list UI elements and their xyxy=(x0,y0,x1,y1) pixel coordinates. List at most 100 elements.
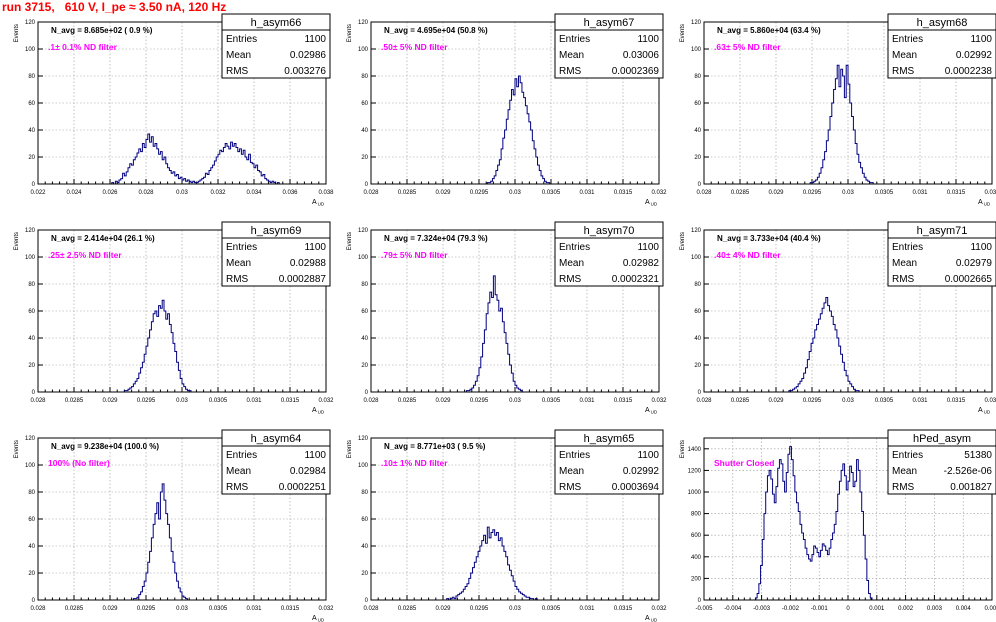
x-axis-label: AUD xyxy=(645,199,658,207)
y-axis-label: Events xyxy=(347,440,353,458)
y-tick-label: 100 xyxy=(25,47,36,53)
x-tick-label: 0.026 xyxy=(102,190,118,196)
x-tick-label: 0.028 xyxy=(363,398,379,404)
x-tick-label: 0.0305 xyxy=(542,606,561,612)
run-title: run 3715, 610 V, I_pe ≈ 3.50 nA, 120 Hz xyxy=(2,0,227,14)
histogram-series-h_asym66 xyxy=(38,133,326,185)
x-tick-label: 0.0315 xyxy=(614,606,633,612)
stat-key: Mean xyxy=(892,466,917,477)
stat-key: Mean xyxy=(559,466,584,477)
y-tick-label: 60 xyxy=(361,309,368,315)
x-tick-label: 0.0285 xyxy=(398,398,417,404)
navg-label: N_avg = 2.414e+04 (26.1 %) xyxy=(51,234,155,243)
y-tick-label: 120 xyxy=(358,228,369,234)
stat-value: 1100 xyxy=(304,34,326,45)
y-axis-label: Events xyxy=(347,24,353,42)
stat-value: 0.02988 xyxy=(290,258,327,269)
x-tick-label: 0.0305 xyxy=(875,398,894,404)
y-tick-label: 20 xyxy=(361,363,368,369)
y-tick-label: 80 xyxy=(361,74,368,80)
y-tick-label: 100 xyxy=(691,255,702,261)
y-axis-label: Events xyxy=(14,232,20,250)
filter-label: .25± 2.5% ND filter xyxy=(48,250,122,260)
filter-label: .63± 5% ND filter xyxy=(714,42,781,52)
navg-label: N_avg = 7.324e+04 (79.3 %) xyxy=(384,234,488,243)
y-tick-label: 20 xyxy=(361,155,368,161)
x-tick-label: 0.003 xyxy=(927,606,943,612)
y-tick-label: 600 xyxy=(691,533,702,539)
stat-key: Entries xyxy=(559,242,590,253)
x-tick-label: 0.031 xyxy=(579,606,595,612)
plot-frame xyxy=(37,21,327,185)
stat-key: Entries xyxy=(226,34,257,45)
x-axis-label: AUD xyxy=(645,615,658,622)
y-tick-label: 100 xyxy=(358,463,369,469)
histogram-panel-h_asym70: 0.028 0.0285 0.029 0.0295 0.03 0.0305 0.031 0.0… xyxy=(347,221,667,415)
y-tick-label: 120 xyxy=(691,20,702,26)
stat-key: Mean xyxy=(226,50,251,61)
filter-label: .1± 0.1% ND filter xyxy=(48,42,118,52)
x-tick-label: 0.029 xyxy=(435,606,451,612)
x-axis-label: AUD xyxy=(312,199,325,207)
stat-key: RMS xyxy=(226,66,249,77)
stat-value: 0.0002887 xyxy=(279,274,327,285)
y-tick-label: 80 xyxy=(694,282,701,288)
navg-label: N_avg = 4.695e+04 (50.8 %) xyxy=(384,26,488,35)
stat-value: 0.02986 xyxy=(290,50,327,61)
x-tick-label: 0.03 xyxy=(176,606,188,612)
x-tick-label: 0.038 xyxy=(318,190,334,196)
x-tick-label: 0.03 xyxy=(842,190,854,196)
x-tick-label: 0.03 xyxy=(176,398,188,404)
plot-frame xyxy=(37,437,327,601)
stat-value: 1100 xyxy=(637,34,659,45)
y-tick-label: 120 xyxy=(358,20,369,26)
y-axis-label: Events xyxy=(680,232,686,250)
x-tick-label: 0.0305 xyxy=(209,606,228,612)
stats-box: h_asym71 Entries 1100 Mean 0.02979 RMS 0.00026… xyxy=(887,221,996,287)
y-tick-label: 60 xyxy=(361,101,368,107)
x-tick-label: 0.0295 xyxy=(803,190,822,196)
y-tick-label: 40 xyxy=(28,128,35,134)
x-tick-label: 0.0305 xyxy=(209,398,228,404)
y-tick-label: 40 xyxy=(361,336,368,342)
x-tick-label: 0.0295 xyxy=(470,606,489,612)
stat-value: -2.526e-06 xyxy=(944,466,993,477)
histogram-name: h_asym70 xyxy=(584,225,635,237)
stat-value: 1100 xyxy=(637,242,659,253)
y-tick-label: 800 xyxy=(691,512,702,518)
y-tick-label: 40 xyxy=(28,544,35,550)
stat-key: RMS xyxy=(892,482,915,493)
stats-box: h_asym68 Entries 1100 Mean 0.02992 RMS 0.00022… xyxy=(887,13,996,79)
stats-box: h_asym67 Entries 1100 Mean 0.03006 RMS 0.00023… xyxy=(554,13,664,79)
histogram-name: h_asym68 xyxy=(917,17,968,29)
x-tick-label: 0.0305 xyxy=(542,398,561,404)
navg-label: N_avg = 5.860e+04 (63.4 %) xyxy=(717,26,821,35)
stat-key: Mean xyxy=(892,50,917,61)
stat-key: Entries xyxy=(226,450,257,461)
stat-key: Mean xyxy=(559,258,584,269)
y-tick-label: 0 xyxy=(698,598,702,604)
stat-value: 0.0003694 xyxy=(612,482,660,493)
plot-frame xyxy=(37,229,327,393)
x-tick-label: 0.03 xyxy=(176,190,188,196)
stats-box-frame xyxy=(887,221,996,287)
plot-frame xyxy=(370,437,660,601)
stat-key: Entries xyxy=(892,242,923,253)
y-tick-label: 100 xyxy=(25,463,36,469)
x-tick-label: 0.032 xyxy=(651,190,667,196)
stats-box: h_asym65 Entries 1100 Mean 0.02992 RMS 0.00036… xyxy=(554,429,664,495)
x-tick-label: 0.032 xyxy=(651,398,667,404)
stat-value: 0.02992 xyxy=(623,466,660,477)
x-tick-label: 0.0305 xyxy=(875,190,894,196)
x-tick-label: 0.0315 xyxy=(947,398,966,404)
x-tick-label: 0 xyxy=(846,606,850,612)
stat-value: 0.02982 xyxy=(623,258,660,269)
stat-value: 0.02979 xyxy=(956,258,993,269)
x-tick-label: 0.029 xyxy=(435,398,451,404)
histogram-name: h_asym64 xyxy=(251,433,302,445)
stats-box-frame xyxy=(221,429,331,495)
stat-key: Entries xyxy=(559,34,590,45)
stat-value: 1100 xyxy=(304,242,326,253)
stat-value: 0.0002321 xyxy=(612,274,660,285)
